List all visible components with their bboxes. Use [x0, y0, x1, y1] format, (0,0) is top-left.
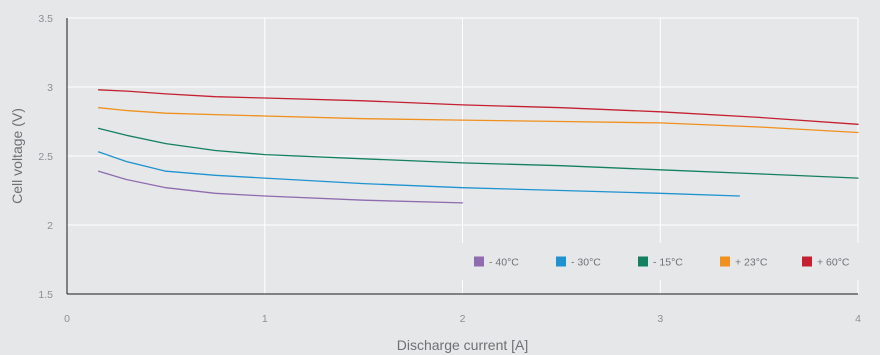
legend-box	[452, 243, 868, 280]
y-tick-label: 2	[47, 220, 53, 232]
x-tick-label: 3	[657, 313, 663, 325]
legend-label: - 30°C	[571, 257, 601, 269]
x-tick-label: 2	[460, 313, 466, 325]
legend-label: - 15°C	[653, 257, 683, 269]
grid-lines	[67, 17, 859, 294]
x-tick-label: 0	[64, 313, 70, 325]
legend-swatch	[556, 256, 566, 267]
legend-label: + 60°C	[817, 257, 850, 269]
y-tick-label: 3	[47, 82, 53, 94]
series-line	[97, 89, 859, 125]
legend-label: + 23°C	[735, 257, 768, 269]
legend-label: - 40°C	[489, 257, 519, 269]
series-line	[97, 127, 859, 179]
x-tick-label: 1	[262, 313, 268, 325]
y-tick-label: 2.5	[38, 151, 53, 163]
series-line	[97, 170, 464, 204]
y-axis-label: Cell voltage (V)	[9, 108, 25, 204]
tick-labels: 0 1 2 3 4 1.5 2 2.5 3 3.5	[38, 13, 861, 325]
series-lines	[97, 89, 859, 204]
y-tick-label: 1.5	[38, 289, 53, 301]
legend: - 40°C - 30°C - 15°C + 23°C + 60°C	[452, 243, 868, 280]
legend-swatch	[720, 256, 730, 267]
series-line	[97, 107, 859, 134]
axes	[66, 18, 858, 295]
legend-swatch	[638, 256, 648, 267]
legend-swatch	[802, 256, 812, 267]
series-line	[97, 151, 741, 197]
y-tick-label: 3.5	[38, 13, 53, 25]
x-axis-label: Discharge current [A]	[397, 337, 529, 353]
legend-swatch	[474, 256, 484, 267]
x-tick-label: 4	[855, 313, 861, 325]
